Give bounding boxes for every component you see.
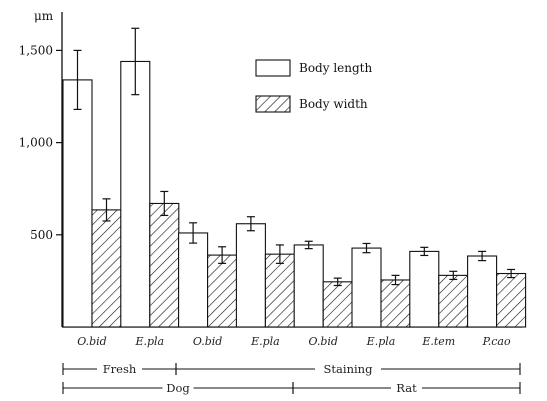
legend: Body length Body width <box>255 59 372 113</box>
bars <box>62 27 527 328</box>
body-length-bar <box>120 60 151 328</box>
group-label: Rat <box>396 381 417 395</box>
legend-label: Body width <box>299 97 368 111</box>
body-width-bar <box>264 253 295 328</box>
body-width-bar <box>91 209 122 328</box>
body-width-bar <box>149 202 180 328</box>
body-length-bar <box>467 255 498 328</box>
category-label: E.pla <box>134 335 164 348</box>
category-label: E.pla <box>250 335 280 348</box>
y-tick-label: 1,000 <box>19 136 53 150</box>
legend-swatch <box>255 59 291 77</box>
body-length-bar <box>62 79 93 328</box>
body-width-bar <box>496 272 527 328</box>
body-length-bar <box>235 223 266 328</box>
category-label: O.bid <box>193 335 222 348</box>
group-label: Staining <box>324 362 374 376</box>
body-length-bar <box>351 247 382 328</box>
body-width-bar <box>438 274 469 328</box>
body-width-bar <box>380 279 411 328</box>
body-length-bar <box>178 232 209 328</box>
body-width-bar <box>322 281 353 328</box>
category-labels: O.bid E.pla O.bid E.pla O.bid E.pla E.tem P.cao <box>77 335 511 348</box>
body-width-bar <box>207 254 238 328</box>
legend-swatch <box>255 95 291 113</box>
category-label: E.pla <box>366 335 396 348</box>
group-label: Fresh <box>103 362 137 376</box>
body-length-bar <box>409 250 440 328</box>
legend-label: Body length <box>299 61 372 75</box>
y-tick-label: 500 <box>30 228 53 242</box>
y-tick-label: 1,500 <box>19 43 53 57</box>
category-label: O.bid <box>77 335 106 348</box>
category-label: O.bid <box>308 335 337 348</box>
category-label: P.cao <box>482 335 511 348</box>
group-brackets: Fresh Staining Dog Rat <box>62 362 521 395</box>
group-label: Dog <box>166 381 190 395</box>
y-unit-label: μm <box>34 9 54 23</box>
body-length-bar <box>293 244 324 328</box>
category-label: E.tem <box>421 335 455 348</box>
